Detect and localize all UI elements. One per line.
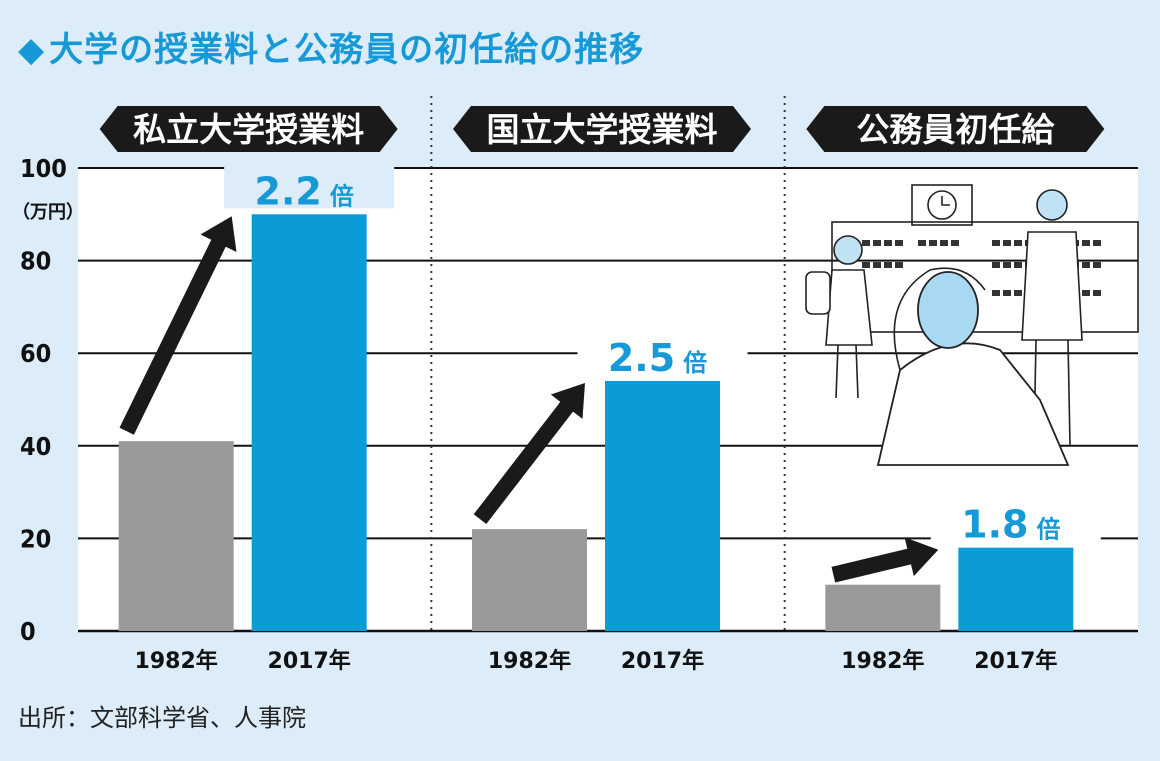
x-category-label: 1982年	[135, 648, 218, 674]
window	[1014, 262, 1022, 268]
window	[1093, 262, 1101, 268]
worried-man-head	[917, 271, 979, 349]
ratio-label: 2.2 倍	[255, 169, 354, 213]
clock-hands	[941, 196, 950, 206]
y-tick-label: 60	[20, 339, 51, 368]
ratio-label-background	[930, 497, 1101, 542]
clock-icon	[927, 190, 957, 220]
growth-arrow	[831, 537, 939, 583]
window	[895, 240, 903, 246]
window	[1082, 240, 1090, 246]
window	[992, 290, 1000, 296]
window	[884, 240, 892, 246]
window	[1082, 262, 1090, 268]
page-title: ◆ 大学の授業料と公務員の初任給の推移	[18, 22, 644, 71]
panel-dividers	[430, 96, 786, 631]
window	[918, 240, 926, 246]
panel-banners: 私立大学授業料 国立大学授業料 公務員初任給	[99, 106, 1105, 152]
bar-1982	[825, 584, 941, 631]
backpack	[805, 271, 831, 315]
student-girl-head	[833, 235, 863, 265]
y-tick-label: 80	[20, 247, 51, 276]
window	[1014, 240, 1022, 246]
window	[992, 262, 1000, 268]
window	[862, 262, 870, 268]
ratio-label-background	[577, 330, 748, 375]
bar-1982	[472, 529, 587, 631]
bar-2017	[605, 380, 720, 631]
bar-1982	[118, 441, 234, 631]
ratio-suffix: 倍	[1036, 516, 1060, 544]
x-category-label: 1982年	[841, 648, 924, 674]
y-tick-label: 100	[20, 154, 67, 183]
panel-banner	[453, 106, 751, 152]
panel-label: 国立大学授業料	[487, 110, 718, 149]
y-axis: 0 20 40 60 80 100 （万円）	[12, 154, 84, 646]
student-boy-head	[1036, 189, 1068, 221]
x-axis: 1982年 2017年 1982年 2017年 1982年 2017年	[135, 648, 1058, 674]
title-text: 大学の授業料と公務員の初任給の推移	[49, 30, 645, 70]
window	[895, 262, 903, 268]
ratio-suffix: 倍	[330, 182, 354, 210]
y-unit-label: （万円）	[12, 202, 84, 223]
student-girl-icon	[825, 269, 873, 346]
ratio-label: 1.8 倍	[961, 503, 1060, 547]
girl-legs	[835, 344, 859, 399]
window	[873, 240, 881, 246]
y-tick-label: 20	[20, 524, 51, 553]
panel-label: 公務員初任給	[856, 110, 1055, 149]
window	[873, 262, 881, 268]
window	[1014, 290, 1022, 296]
panel-banner	[99, 106, 398, 152]
panel-banner	[806, 106, 1105, 152]
x-category-label: 2017年	[974, 648, 1057, 674]
chart: 私立大学授業料 国立大学授業料 公務員初任給 0 20 40 60 80 100 （万円） 19…	[12, 96, 1139, 674]
ratio-value: 2.2	[255, 169, 322, 213]
growth-arrow	[473, 383, 585, 524]
school-tower	[911, 184, 973, 226]
ratio-labels: 2.2 倍 2.5 倍 1.8 倍	[224, 164, 1101, 547]
y-tick-label: 0	[20, 617, 36, 646]
ratio-value: 1.8	[961, 503, 1028, 547]
bars	[118, 214, 1074, 632]
title-marker: ◆	[18, 30, 46, 70]
window	[1003, 240, 1011, 246]
x-category-label: 1982年	[488, 648, 571, 674]
ratio-label: 2.5 倍	[608, 336, 707, 380]
bar-2017	[251, 214, 367, 632]
window	[992, 240, 1000, 246]
ratio-label-background	[224, 164, 395, 209]
ratio-suffix: 倍	[683, 349, 707, 377]
window	[951, 240, 959, 246]
worried-man-arm	[893, 267, 986, 371]
panel-label: 私立大学授業料	[133, 110, 364, 149]
ratio-value: 2.5	[608, 336, 675, 380]
window	[862, 240, 870, 246]
window	[1003, 262, 1011, 268]
illustration	[805, 184, 1139, 466]
x-category-label: 2017年	[621, 648, 704, 674]
window	[929, 240, 937, 246]
window	[940, 240, 948, 246]
window	[884, 262, 892, 268]
window	[1082, 290, 1090, 296]
y-tick-label: 40	[20, 432, 51, 461]
window	[1003, 290, 1011, 296]
bar-2017	[958, 547, 1074, 631]
window	[1093, 290, 1101, 296]
growth-arrows	[119, 216, 939, 583]
growth-arrow	[119, 216, 237, 435]
source-note: 出所：文部科学省、人事院	[18, 704, 306, 732]
window	[1093, 240, 1101, 246]
x-category-label: 2017年	[268, 648, 351, 674]
student-boy-icon	[1021, 231, 1083, 341]
